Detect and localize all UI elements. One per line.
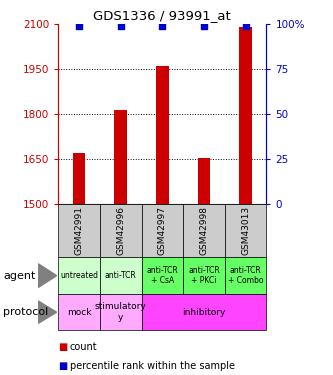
Bar [225, 257, 266, 294]
Bar [156, 66, 168, 204]
Text: GSM42991: GSM42991 [75, 206, 84, 255]
Title: GDS1336 / 93991_at: GDS1336 / 93991_at [94, 9, 231, 22]
Bar [142, 257, 183, 294]
Polygon shape [38, 301, 57, 323]
Bar [183, 204, 225, 257]
Text: count: count [70, 342, 98, 352]
Text: stimulatory
y: stimulatory y [95, 303, 147, 322]
Bar [115, 110, 127, 204]
Bar [58, 294, 100, 330]
Bar [142, 204, 183, 257]
Bar [198, 158, 210, 204]
Text: ■: ■ [58, 342, 68, 352]
Polygon shape [38, 264, 57, 287]
Bar [58, 204, 100, 257]
Text: anti-TCR
+ PKCi: anti-TCR + PKCi [188, 266, 220, 285]
Text: anti-TCR: anti-TCR [105, 271, 137, 280]
Bar [239, 27, 252, 204]
Text: GSM42998: GSM42998 [199, 206, 208, 255]
Bar [100, 294, 142, 330]
Text: agent: agent [3, 271, 36, 280]
Text: percentile rank within the sample: percentile rank within the sample [70, 361, 235, 370]
Bar [100, 204, 142, 257]
Text: mock: mock [67, 308, 91, 316]
Text: GSM42997: GSM42997 [158, 206, 167, 255]
Point [243, 23, 248, 29]
Text: inhibitory: inhibitory [182, 308, 226, 316]
Bar [142, 294, 266, 330]
Text: GSM42996: GSM42996 [116, 206, 125, 255]
Text: protocol: protocol [3, 307, 49, 317]
Text: GSM43013: GSM43013 [241, 206, 250, 255]
Bar [58, 257, 100, 294]
Text: ■: ■ [58, 361, 68, 370]
Point [201, 23, 206, 29]
Text: untreated: untreated [60, 271, 98, 280]
Bar [183, 257, 225, 294]
Text: anti-TCR
+ Combo: anti-TCR + Combo [228, 266, 263, 285]
Text: anti-TCR
+ CsA: anti-TCR + CsA [147, 266, 178, 285]
Bar [100, 257, 142, 294]
Point [160, 23, 165, 29]
Point [118, 23, 123, 29]
Bar [73, 153, 85, 204]
Bar [225, 204, 266, 257]
Point [77, 23, 82, 29]
